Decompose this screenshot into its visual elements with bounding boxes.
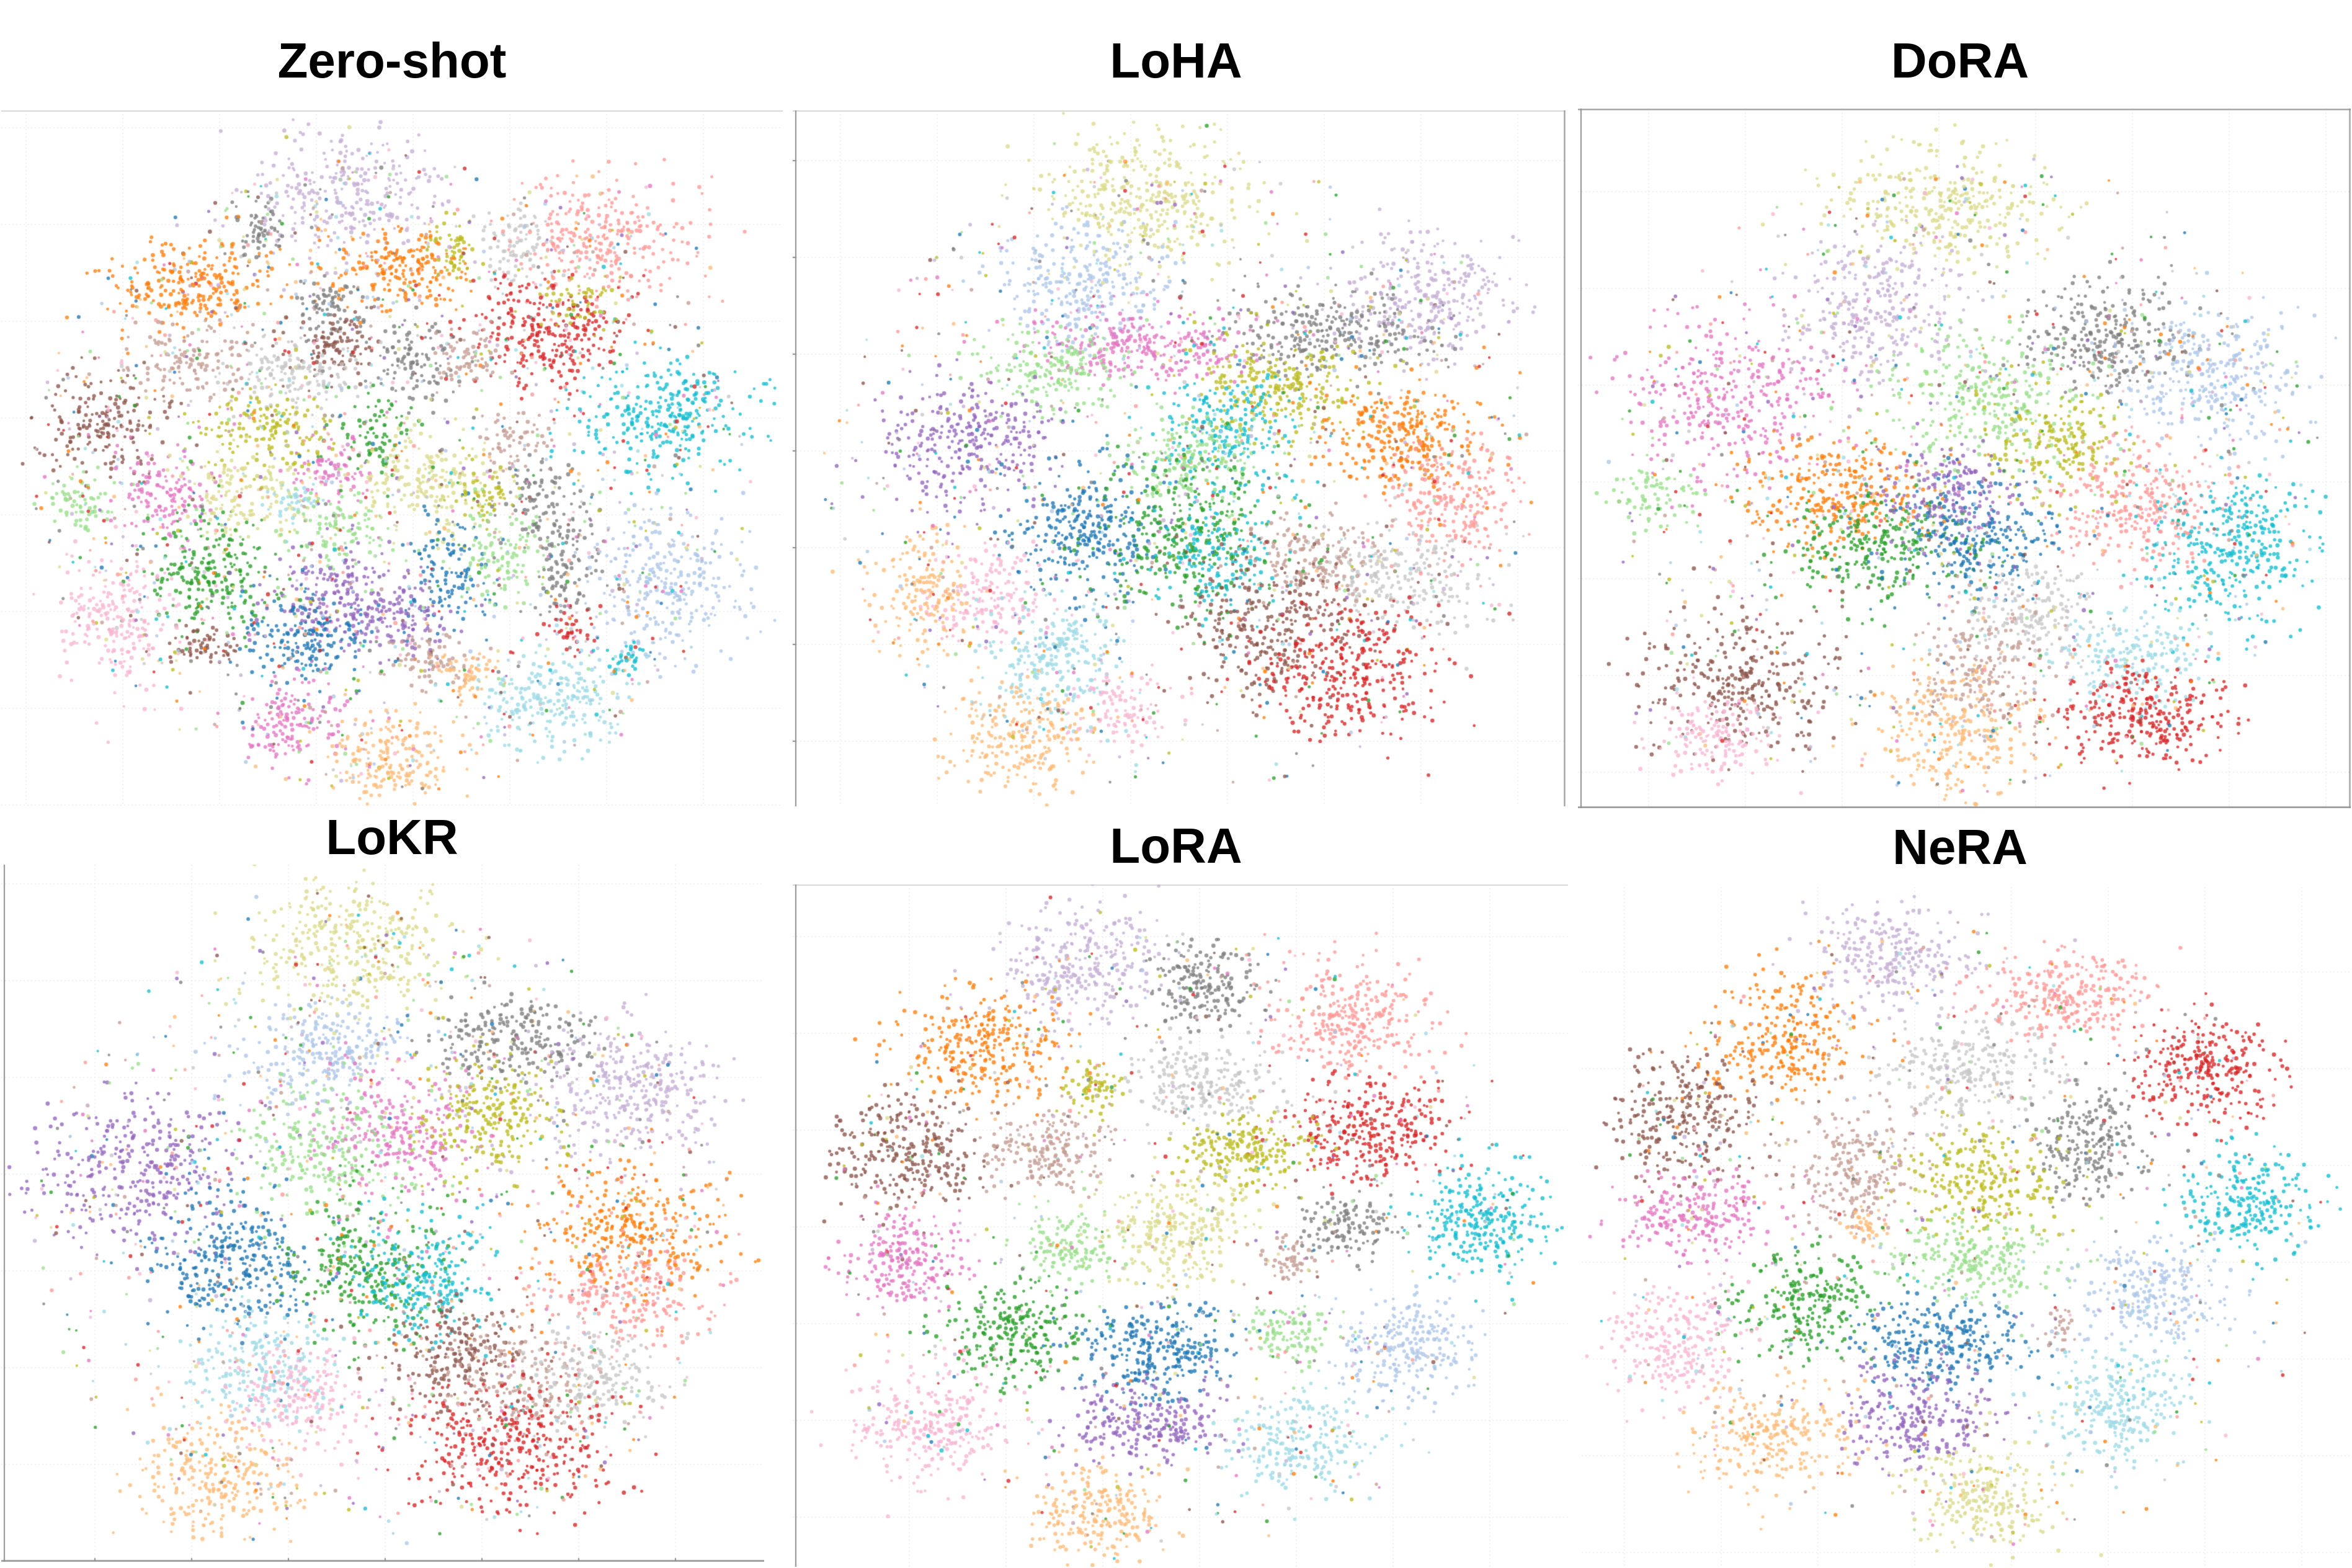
panel-lokr: LoKR [0, 806, 784, 1568]
panel-title-loha: LoHA [1110, 33, 1242, 88]
panel-title-lokr: LoKR [326, 809, 458, 865]
panel-title-lora: LoRA [1110, 818, 1242, 873]
panel-loha: LoHA [784, 0, 1568, 806]
panel-title-zero-shot: Zero-shot [277, 33, 507, 88]
scatter-plot-lokr [1, 865, 764, 1562]
panel-lora: LoRA [784, 806, 1568, 1568]
scatter-plot-nera [1582, 887, 2352, 1567]
scatter-plot-loha [793, 110, 1566, 806]
panel-zero-shot: Zero-shot [0, 0, 784, 806]
panel-title-nera: NeRA [1892, 819, 2028, 875]
scatter-plot-lora [793, 884, 1568, 1567]
panel-title-dora: DoRA [1891, 33, 2029, 88]
panel-dora: DoRA [1568, 0, 2352, 808]
scatter-plot-dora [1578, 109, 2351, 808]
panel-nera: NeRA [1568, 806, 2352, 1568]
scatter-plot-zero-shot [1, 110, 783, 806]
